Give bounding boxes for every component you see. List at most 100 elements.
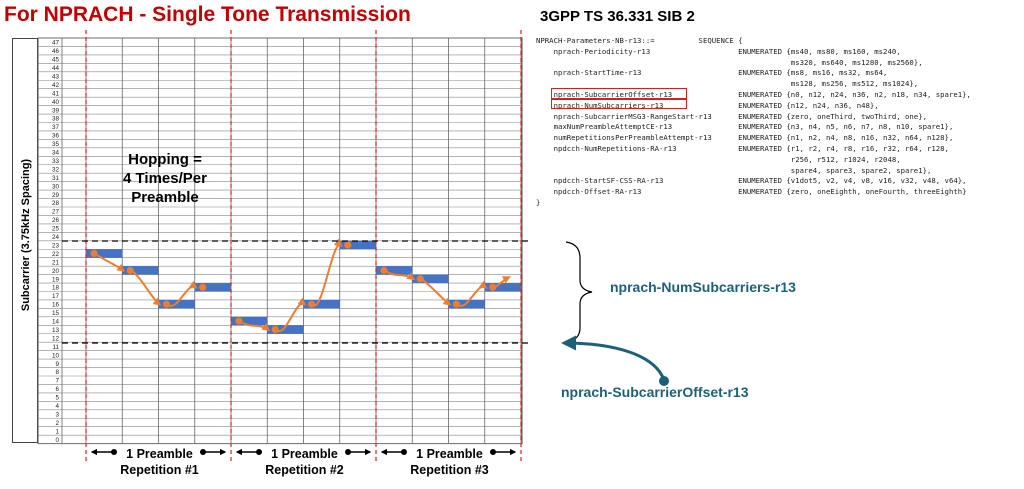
asn1-line: numRepetitionsPerPreambleAttempt-r13 ENU…	[536, 133, 954, 143]
hop-arrow	[167, 280, 198, 307]
subcarrier-index-label: 45	[52, 57, 60, 64]
grid-lines	[37, 37, 523, 445]
repetition-line1: 1 Preamble	[126, 447, 193, 461]
subcarrier-index-label: 47	[52, 40, 60, 47]
hop-arrow	[421, 278, 452, 306]
hop-arrows	[90, 238, 511, 334]
repetition-boundaries	[85, 30, 522, 462]
hop-arrow	[312, 238, 343, 307]
repetition-span-dot	[345, 449, 351, 455]
subcarrier-index-label: 9	[55, 361, 59, 368]
repetition-line2: Repetition #3	[410, 463, 489, 477]
subcarrier-index-label: 20	[52, 268, 60, 275]
hop-dot	[344, 241, 352, 249]
symbol-group-block	[86, 249, 123, 258]
subcarrier-index-label: 44	[52, 65, 60, 72]
subcarrier-offset-arrow-dot	[659, 376, 669, 386]
asn1-line: NPRACH-Parameters-NB-r13::= SEQUENCE {	[536, 36, 743, 45]
asn1-line: }	[536, 197, 541, 207]
hop-dot	[162, 300, 171, 308]
asn1-line: maxNumPreambleAttemptCE-r13 ENUMERATED {…	[536, 122, 954, 132]
subcarrier-index-label: 7	[55, 378, 59, 385]
repetition-span-dot	[111, 449, 117, 455]
asn1-line: nprach-SubcarrierMSG3-RangeStart-r13 ENU…	[536, 111, 927, 121]
hopping-line: Hopping =	[128, 151, 202, 168]
subcarrier-index-label: 32	[52, 166, 60, 173]
subcarrier-index-label: 37	[52, 124, 60, 131]
hop-dot	[199, 283, 207, 291]
subcarrier-index-label: 40	[52, 99, 60, 106]
subcarrier-index-label: 12	[52, 335, 60, 342]
subcarrier-index-label: 6	[55, 386, 59, 393]
subcarrier-index-label: 43	[52, 73, 60, 80]
hop-dot	[452, 300, 461, 308]
subcarrier-index-label: 10	[52, 352, 60, 359]
subcarrier-index-label: 5	[55, 395, 59, 402]
asn1-line: npdcch-StartSF-CSS-RA-r13 ENUMERATED {v1…	[536, 176, 967, 186]
subcarrier-index-label: 29	[52, 192, 60, 199]
repetition-span-dot	[401, 449, 407, 455]
hop-arrow	[276, 297, 307, 332]
asn1-line: nprach-NumSubcarriers-r13 ENUMERATED {n1…	[536, 100, 879, 110]
subcarrier-index-label: 14	[52, 319, 60, 326]
hop-arrow	[494, 276, 511, 289]
symbol-group-block	[484, 283, 521, 292]
asn1-line: ms320, ms640, ms1280, ms2560},	[536, 57, 923, 67]
hop-arrow	[240, 321, 271, 331]
hop-dot	[271, 325, 279, 334]
hop-arrow	[131, 270, 162, 306]
repetition-label: 1 Preamble Repetition #1	[87, 446, 232, 478]
num-subcarriers-label: nprach-NumSubcarriers-r13	[610, 279, 796, 295]
hopping-line: 4 Times/Per	[123, 170, 207, 187]
asn1-line: nprach-StartTime-r13 ENUMERATED {ms8, ms…	[536, 68, 888, 78]
hopping-note: Hopping = 4 Times/Per Preamble	[100, 150, 230, 207]
symbol-group-block	[267, 325, 304, 334]
repetition-line1: 1 Preamble	[271, 447, 338, 461]
symbol-group-block	[412, 274, 449, 284]
hop-arrow	[457, 280, 488, 307]
subcarrier-index-label: 28	[52, 200, 60, 207]
subcarrier-index-label: 30	[52, 183, 60, 190]
repetition-span-dot	[256, 449, 262, 455]
symbol-group-block	[376, 266, 413, 275]
symbol-group-block	[122, 266, 159, 275]
repetition-line2: Repetition #1	[120, 463, 199, 477]
subcarrier-index-label: 36	[52, 133, 60, 140]
asn1-line: npdcch-NumRepetitions-RA-r13 ENUMERATED …	[536, 143, 949, 153]
hop-arrow	[95, 253, 126, 272]
asn1-line: ms128, ms256, ms512, ms1024},	[536, 79, 919, 89]
subcarrier-index-label: 38	[52, 116, 60, 123]
subcarrier-index-label: 41	[52, 90, 60, 97]
subcarrier-index-label: 26	[52, 217, 60, 224]
asn1-line: npdcch-Offset-RA-r13 ENUMERATED {zero, o…	[536, 187, 967, 197]
subcarrier-index-labels: 0123456789101112131415161718192021222324…	[52, 40, 60, 444]
subcarrier-index-label: 13	[52, 327, 60, 334]
subcarrier-index-label: 25	[52, 226, 60, 233]
subcarrier-index-label: 31	[52, 175, 60, 182]
repetition-line1: 1 Preamble	[416, 447, 483, 461]
subcarrier-index-label: 3	[55, 411, 59, 418]
num-subcarriers-brace	[565, 241, 593, 343]
asn1-line: r256, r512, r1024, r2048,	[536, 154, 901, 164]
subcarrier-index-label: 33	[52, 158, 60, 165]
band-edges	[62, 240, 528, 344]
subcarrier-index-label: 22	[52, 251, 60, 258]
subcarrier-offset-highlight	[551, 88, 687, 100]
repetition-label: 1 Preamble Repetition #3	[377, 446, 522, 478]
subcarrier-index-label: 35	[52, 141, 60, 148]
num-subcarriers-highlight	[551, 98, 687, 109]
subcarrier-index-label: 1	[55, 428, 59, 435]
hop-dot	[307, 300, 316, 308]
subcarrier-index-label: 39	[52, 107, 60, 114]
symbol-group-block	[339, 240, 376, 250]
asn1-definition: NPRACH-Parameters-NB-r13::= SEQUENCE { n…	[536, 36, 971, 209]
asn1-line: nprach-SubcarrierOffset-r13 ENUMERATED {…	[536, 89, 971, 99]
hop-dot	[380, 266, 388, 274]
subcarrier-index-label: 23	[52, 242, 60, 249]
subcarrier-index-label: 27	[52, 209, 60, 216]
subcarrier-index-label: 8	[55, 369, 59, 376]
repetition-span-arrows	[90, 448, 517, 456]
subcarrier-index-label: 19	[52, 276, 60, 283]
hop-arrow	[385, 270, 416, 281]
